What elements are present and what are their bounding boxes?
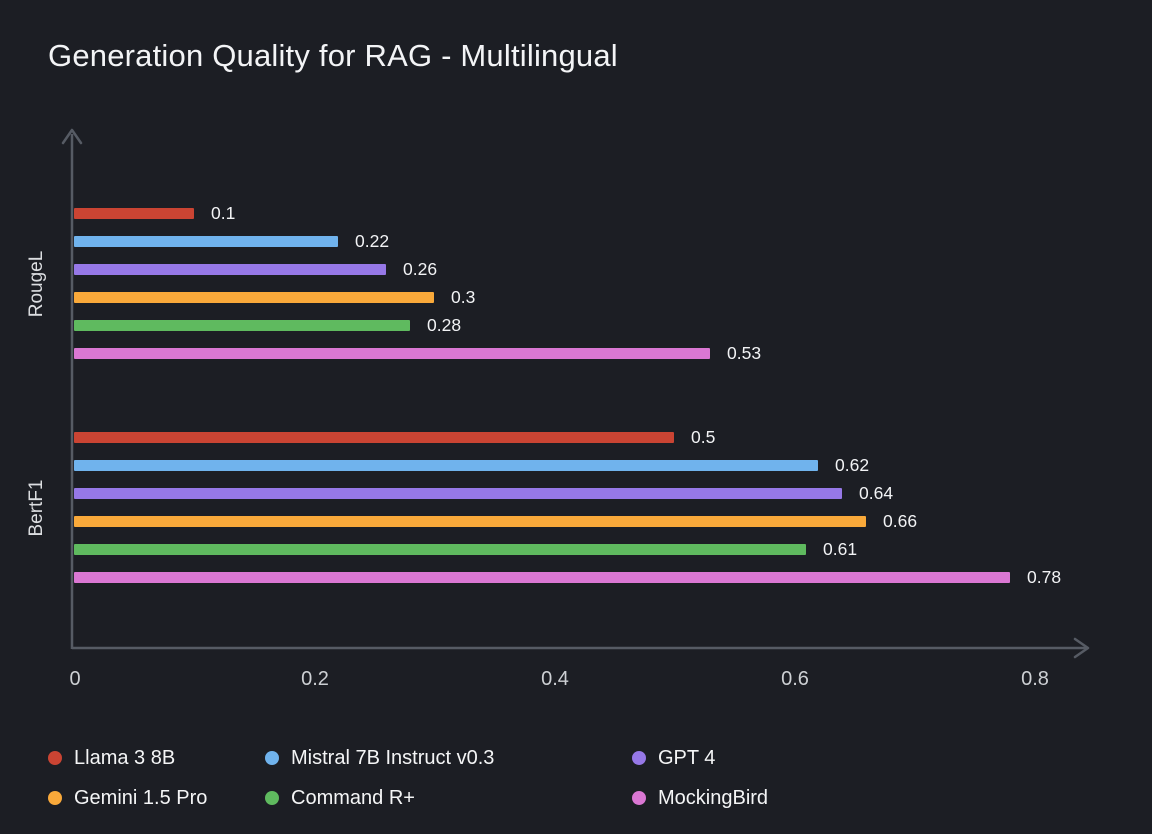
bar-value-label: 0.53 [727,343,762,363]
legend-color-dot-icon [48,791,62,805]
bar-value-label: 0.64 [859,483,894,503]
legend-item-llama-3-8b[interactable]: Llama 3 8B [48,746,175,770]
chart-title: Generation Quality for RAG - Multilingua… [48,38,618,73]
bar-bertf1-mistral-7b-instruct-v0-3[interactable] [74,460,818,471]
legend-item-gpt-4[interactable]: GPT 4 [632,746,715,770]
bar-rougel-mockingbird[interactable] [74,348,710,359]
x-tick-0.4: 0.4 [541,668,569,690]
bar-rougel-command-r-[interactable] [74,320,410,331]
legend-label: MockingBird [658,786,769,809]
bar-bertf1-command-r-[interactable] [74,544,806,555]
legend-item-command-r-[interactable]: Command R+ [265,786,415,810]
bar-rougel-gemini-1-5-pro[interactable] [74,292,434,303]
bar-value-label: 0.28 [427,315,462,335]
y-axis-label-rougel: RougeL [26,250,47,317]
legend-color-dot-icon [265,751,279,765]
legend-color-dot-icon [48,751,62,765]
bar-bertf1-llama-3-8b[interactable] [74,432,674,443]
legend-label: Gemini 1.5 Pro [74,786,208,809]
bar-value-label: 0.26 [403,259,438,279]
bar-value-label: 0.3 [451,287,476,307]
bar-value-label: 0.66 [883,511,918,531]
bar-bertf1-mockingbird[interactable] [74,572,1010,583]
legend-item-mockingbird[interactable]: MockingBird [632,786,768,810]
legend-label: Mistral 7B Instruct v0.3 [291,746,495,769]
x-tick-0.6: 0.6 [781,668,809,690]
x-tick-0: 0 [69,668,81,690]
bar-rougel-mistral-7b-instruct-v0-3[interactable] [74,236,338,247]
legend-item-mistral-7b-instruct-v0-3[interactable]: Mistral 7B Instruct v0.3 [265,746,494,770]
bar-bertf1-gpt-4[interactable] [74,488,842,499]
bar-rougel-gpt-4[interactable] [74,264,386,275]
x-tick-0.8: 0.8 [1021,668,1049,690]
bar-value-label: 0.62 [835,455,870,475]
legend-label: Llama 3 8B [74,746,176,769]
bar-bertf1-gemini-1-5-pro[interactable] [74,516,866,527]
y-axis-label-bertf1: BertF1 [26,478,47,537]
legend-color-dot-icon [265,791,279,805]
bar-value-label: 0.22 [355,231,390,251]
legend-label: GPT 4 [658,746,716,769]
bar-value-label: 0.5 [691,427,716,447]
bar-value-label: 0.78 [1027,567,1062,587]
x-axis-arrow-icon [1073,637,1090,659]
legend-item-gemini-1-5-pro[interactable]: Gemini 1.5 Pro [48,786,207,810]
legend-color-dot-icon [632,791,646,805]
bar-value-label: 0.1 [211,203,236,223]
y-axis-arrow-icon [61,128,83,145]
bar-value-label: 0.61 [823,539,858,559]
bar-rougel-llama-3-8b[interactable] [74,208,194,219]
x-tick-0.2: 0.2 [301,668,329,690]
legend-label: Command R+ [291,786,415,809]
legend-color-dot-icon [632,751,646,765]
